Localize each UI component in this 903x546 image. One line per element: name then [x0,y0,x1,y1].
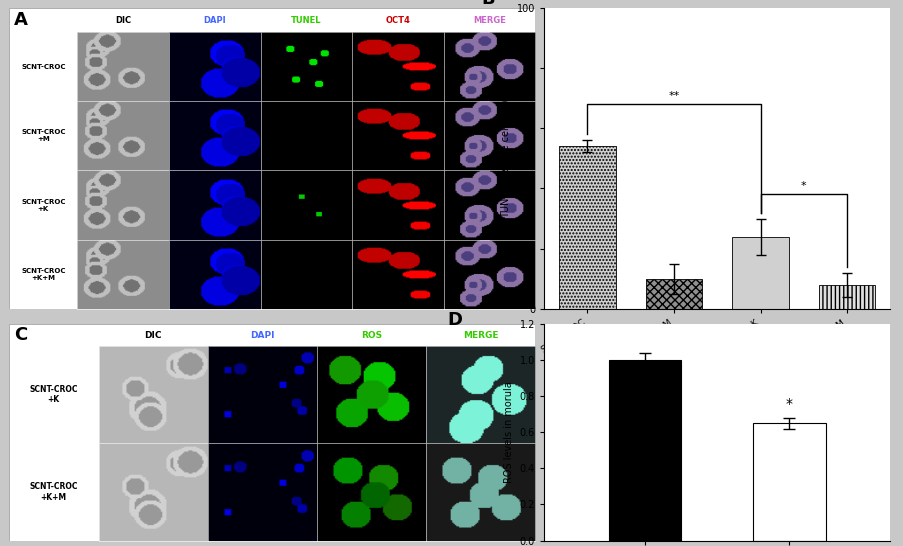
Text: A: A [14,11,28,29]
Text: SCNT-CROC: SCNT-CROC [21,64,65,70]
Text: D: D [447,311,461,329]
Text: DAPI: DAPI [250,330,275,340]
Text: C: C [14,327,27,345]
Bar [752,423,824,541]
Text: TUNEL: TUNEL [291,16,321,25]
Bar [731,236,787,308]
Text: MERGE: MERGE [462,330,498,340]
Y-axis label: TUNEL positive cells (%): TUNEL positive cells (%) [500,99,510,218]
Y-axis label: ROS levels in morula: ROS levels in morula [504,382,514,483]
Text: MERGE: MERGE [472,16,506,25]
Text: B: B [481,0,495,8]
Text: *: * [800,181,805,192]
Bar [645,278,702,308]
Text: SCNT-CROC
+K: SCNT-CROC +K [30,385,78,404]
Bar [609,360,681,541]
Text: ROS: ROS [360,330,382,340]
Text: *: * [785,397,792,411]
Text: DIC: DIC [115,16,131,25]
Text: SCNT-CROC
+K: SCNT-CROC +K [21,199,65,211]
Text: DAPI: DAPI [203,16,226,25]
Text: DIC: DIC [144,330,162,340]
Text: **: ** [667,91,679,102]
Bar [818,284,874,308]
Bar [559,146,615,308]
Text: SCNT-CROC
+K+M: SCNT-CROC +K+M [30,482,78,502]
Text: OCT4: OCT4 [386,16,410,25]
Text: SCNT-CROC
+M: SCNT-CROC +M [21,129,65,143]
Text: SCNT-CROC
+K+M: SCNT-CROC +K+M [21,268,65,281]
